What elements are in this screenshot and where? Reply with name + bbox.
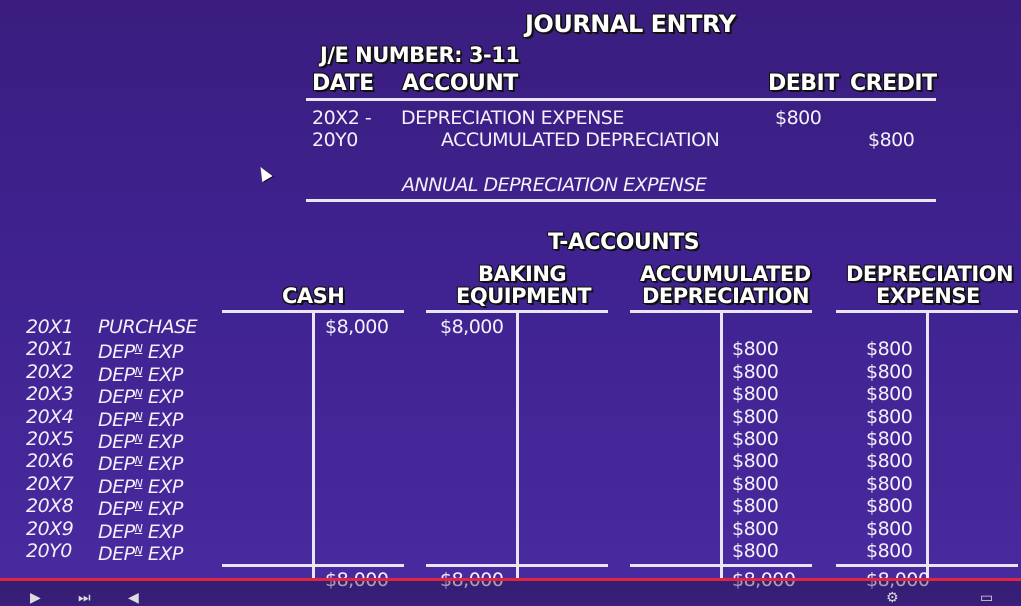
accum-t-stem [720,310,723,578]
video-progress-bar[interactable] [0,578,1021,581]
taccount-baking-title2: EQUIPMENT [456,284,592,308]
depexp-debit-amount: $800 [866,428,913,450]
volume-icon[interactable]: ◀ [128,590,139,606]
next-icon[interactable]: ⏭ [78,590,91,606]
baking-t-stem [516,310,519,578]
mouse-cursor-icon [255,163,273,183]
taccount-baking-title1: BAKING [478,262,567,286]
settings-icon[interactable]: ⚙ [886,590,899,606]
ledger-year: 20X4 [26,405,74,428]
depexp-debit-amount: $800 [866,338,913,361]
accum-credit-amount: $800 [732,428,779,450]
baking-total-rule [426,564,608,567]
ledger-description: DEPN EXP [98,408,183,431]
ledger-year: 20X6 [26,450,74,473]
accum-credit-amount: $800 [732,405,779,428]
journal-header-rule [306,98,936,101]
je-number: J/E NUMBER: 3-11 [320,43,520,67]
cash-total-rule [222,564,404,567]
fullscreen-icon[interactable]: ▭ [980,590,994,606]
depexp-debit-amount: $800 [866,472,913,495]
ledger-description: DEPN EXP [98,386,183,409]
ledger-description-superscript: N [134,476,143,490]
ledger-description: DEPN EXP [98,431,183,453]
accum-credit-amount: $800 [732,338,779,361]
cash-t-stem [312,310,315,578]
accum-total-rule [630,564,812,567]
depexp-debit-amount: $800 [866,540,913,562]
ledger-description: DEPN EXP [98,363,183,386]
accum-credit-amount: $800 [732,472,779,495]
header-date: DATE [312,71,374,96]
depexp-debit-amount: $800 [866,450,913,473]
ledger-description-superscript: N [134,342,143,356]
ledger-year: 20X5 [26,428,74,450]
ledger-year: 20X9 [26,517,74,540]
play-icon[interactable]: ▶ [30,590,41,606]
ledger-description: DEPN EXP [98,498,183,521]
ledger-description-superscript: N [134,454,143,468]
header-account: ACCOUNT [402,71,518,96]
accum-credit-amount: $800 [732,540,779,562]
ledger-year: 20X1 [26,338,74,361]
depexp-debit-amount: $800 [866,405,913,428]
ledger-description: DEPN EXP [98,475,183,498]
accum-credit-amount: $800 [732,517,779,540]
accum-credit-amount: $800 [732,495,779,518]
cash-credit-amount: $8,000 [325,316,389,338]
depexp-t-stem [926,310,929,578]
je-credit-amount: $800 [868,129,915,151]
ledger-year: 20X2 [26,360,74,383]
ledger-description-superscript: N [134,364,143,378]
ledger-year: 20X3 [26,383,74,406]
accum-credit-amount: $800 [732,450,779,473]
journal-entry-title: JOURNAL ENTRY [525,10,736,38]
je-credit-account: ACCUMULATED DEPRECIATION [441,129,720,151]
ledger-description-superscript: N [134,409,143,423]
ledger-description-superscript: N [134,544,143,557]
ledger-description: DEPN EXP [98,341,183,364]
accum-credit-amount: $800 [732,360,779,383]
je-debit-amount: $800 [775,107,822,129]
ledger-description: DEPN EXP [98,543,183,565]
taccount-depexp-title2: EXPENSE [876,284,980,308]
ledger-description-superscript: N [134,521,143,535]
taccount-cash-title: CASH [282,284,345,308]
ledger-description-superscript: N [134,432,143,445]
header-credit: CREDIT [850,71,937,96]
je-description: ANNUAL DEPRECIATION EXPENSE [402,174,707,196]
ledger-description: PURCHASE [98,316,198,338]
depexp-debit-amount: $800 [866,360,913,383]
depexp-debit-amount: $800 [866,495,913,518]
ledger-description: DEPN EXP [98,453,183,476]
journal-bottom-rule [306,199,936,202]
depexp-debit-amount: $800 [866,383,913,406]
ledger-year: 20X8 [26,495,74,518]
depexp-debit-amount: $800 [866,517,913,540]
ledger-description: DEPN EXP [98,520,183,543]
taccounts-title: T-ACCOUNTS [548,230,700,255]
taccount-accum-title1: ACCUMULATED [640,262,811,286]
taccount-accum-title2: DEPRECIATION [642,284,810,308]
je-date-line1: 20X2 - [312,107,372,129]
je-debit-account: DEPRECIATION EXPENSE [401,107,624,129]
header-debit: DEBIT [768,71,839,96]
ledger-description-superscript: N [134,499,143,513]
je-date-line2: 20Y0 [312,129,358,151]
ledger-year: 20Y0 [26,540,72,562]
ledger-year: 20X1 [26,316,74,338]
baking-debit-amount: $8,000 [440,316,504,338]
accum-credit-amount: $800 [732,383,779,406]
depexp-total-rule [836,564,1018,567]
taccount-depexp-title1: DEPRECIATION [846,262,1014,286]
ledger-description-superscript: N [134,387,143,401]
video-player-bar[interactable] [0,578,1021,603]
ledger-year: 20X7 [26,472,74,495]
